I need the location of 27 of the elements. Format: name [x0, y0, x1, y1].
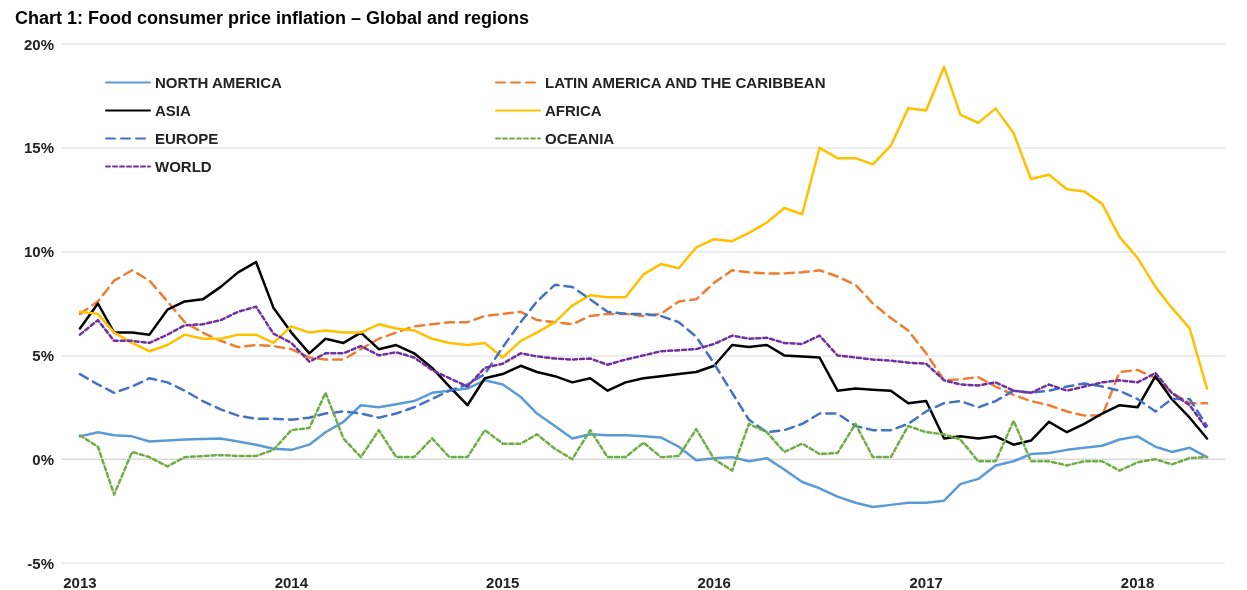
line-series [78, 391, 1209, 496]
y-tick-label: 5% [32, 346, 54, 364]
legend-label: WORLD [155, 158, 212, 175]
line-series [78, 283, 1209, 434]
legend-label: NORTH AMERICA [155, 74, 283, 91]
legend-label: LATIN AMERICA AND THE CARIBBEAN [545, 74, 826, 91]
line-series [78, 269, 1209, 417]
x-tick-label: 2018 [1120, 574, 1155, 590]
x-tick-label: 2016 [697, 574, 731, 590]
legend-label: AFRICA [545, 102, 602, 119]
legend-label: OCEANIA [545, 130, 615, 147]
chart-title: Chart 1: Food consumer price inflation – Global and regions [15, 8, 530, 28]
x-tick-label: 2013 [63, 574, 97, 590]
x-tick-label: 2015 [486, 574, 520, 590]
line-series [78, 65, 1209, 390]
x-tick-label: 2017 [909, 574, 943, 590]
y-tick-label: -5% [27, 554, 54, 572]
y-tick-label: 10% [23, 243, 54, 261]
line-series [78, 260, 1209, 446]
legend-label: ASIA [155, 102, 191, 119]
line-series [78, 305, 1209, 431]
legend-label: EUROPE [155, 130, 219, 147]
y-tick-label: 0% [32, 450, 54, 468]
x-tick-label: 2014 [274, 574, 309, 590]
y-tick-label: 20% [23, 35, 54, 53]
line-series [78, 379, 1209, 509]
y-tick-label: 15% [23, 139, 54, 157]
